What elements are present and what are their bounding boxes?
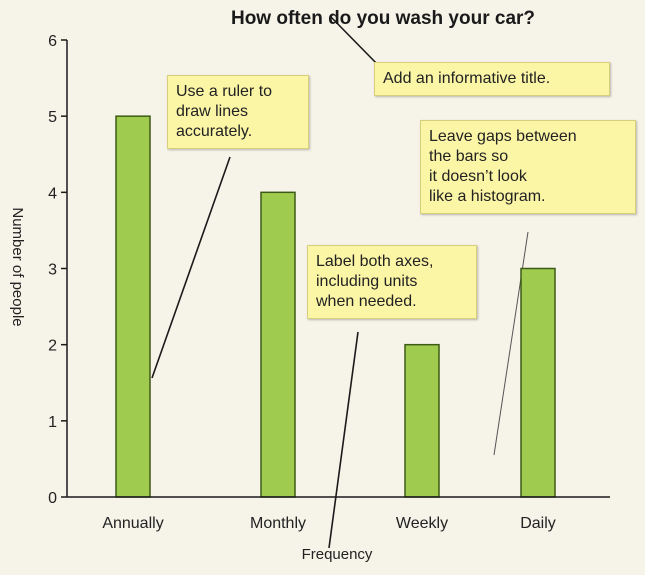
y-axis: 0 1 2 3 4 5 6 bbox=[48, 33, 68, 507]
y-tick-label: 3 bbox=[48, 262, 57, 279]
annotation-leader-lines bbox=[151, 15, 529, 549]
bar-monthly bbox=[260, 191, 296, 498]
annotation-ruler-note: Use a ruler to draw lines accurately. bbox=[167, 75, 309, 149]
x-tick-label: Monthly bbox=[250, 515, 306, 532]
note-line: draw lines bbox=[176, 103, 249, 120]
x-axis: Annually Monthly Weekly Daily bbox=[67, 496, 610, 532]
note-line: Use a ruler to bbox=[176, 83, 273, 100]
y-tick-label: 2 bbox=[48, 338, 57, 355]
note-line: it doesn’t look bbox=[429, 168, 527, 185]
x-tick-label: Daily bbox=[520, 515, 556, 532]
note-line: accurately. bbox=[176, 123, 253, 140]
y-axis-label: Number of people bbox=[9, 207, 26, 326]
note-line: like a histogram. bbox=[429, 188, 546, 205]
title-note-leader bbox=[329, 15, 381, 68]
bar-daily bbox=[520, 267, 556, 498]
y-tick-label: 0 bbox=[48, 490, 57, 507]
note-line: Label both axes, bbox=[316, 253, 434, 270]
note-line: Leave gaps between bbox=[429, 128, 577, 145]
note-line: including units bbox=[316, 273, 418, 290]
bar-weekly bbox=[404, 343, 440, 498]
y-tick-label: 6 bbox=[48, 33, 57, 50]
annotation-axes-note: Label both axes, including units when ne… bbox=[307, 245, 477, 319]
x-axis-label: Frequency bbox=[302, 546, 373, 563]
note-line: when needed. bbox=[316, 293, 417, 310]
note-line: Add an informative title. bbox=[383, 70, 551, 87]
x-tick-label: Weekly bbox=[396, 515, 448, 532]
note-line: the bars so bbox=[429, 148, 509, 165]
y-tick-label: 4 bbox=[48, 185, 57, 202]
ruler-note-leader bbox=[151, 156, 231, 379]
bars bbox=[115, 115, 556, 498]
annotation-title-note: Add an informative title. bbox=[374, 62, 610, 96]
x-tick-label: Annually bbox=[102, 515, 163, 532]
axes-note-leader bbox=[328, 331, 359, 549]
annotation-gaps-note: Leave gaps between the bars so it doesn’… bbox=[420, 120, 636, 214]
bar-annually bbox=[115, 115, 151, 498]
chart-title: How often do you wash your car? bbox=[231, 8, 535, 29]
y-tick-label: 1 bbox=[48, 414, 57, 431]
y-tick-label: 5 bbox=[48, 109, 57, 126]
